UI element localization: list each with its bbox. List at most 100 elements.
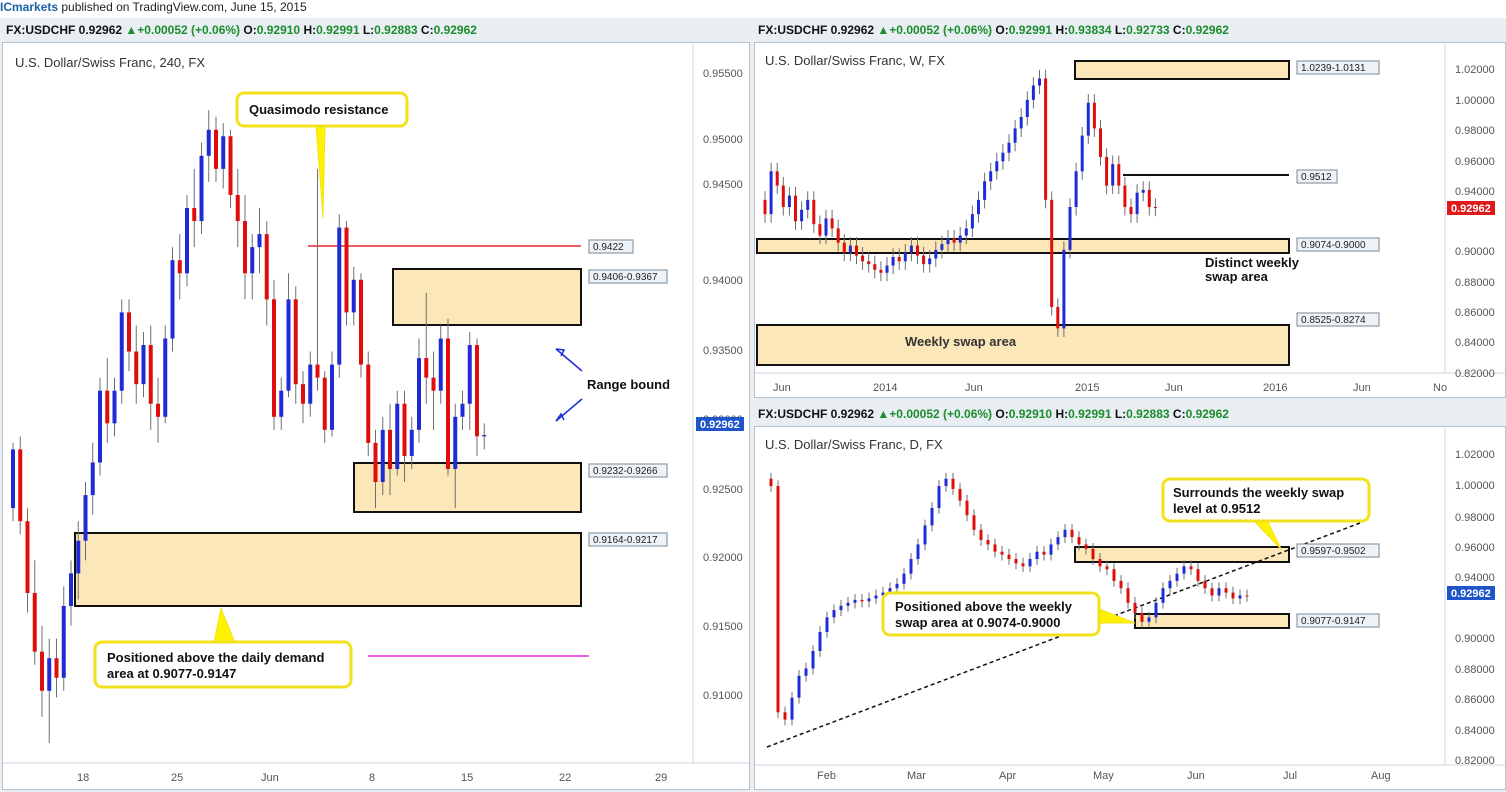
range-bound-text: Range bound — [587, 377, 670, 392]
y-tick-label: 0.92000 — [703, 552, 743, 564]
weekly-swap-area-label: Weekly swap area — [905, 334, 1017, 349]
x-tick-label: 8 — [369, 772, 375, 784]
daily-chart-panel[interactable]: U.S. Dollar/Swiss Franc, D, FX 1.02000 1… — [754, 426, 1506, 790]
candle-body — [395, 403, 400, 469]
candle-body — [916, 245, 919, 256]
candle-body — [322, 377, 327, 430]
candle-body — [989, 171, 993, 182]
candle-body — [1050, 199, 1054, 307]
callout-quasimodo[interactable]: Quasimodo resistance — [235, 91, 409, 219]
candle-body — [993, 544, 997, 552]
candle-body — [453, 416, 458, 469]
weekly-annotation-line: Distinct weekly — [1205, 255, 1300, 270]
daily-header: FX:USDCHF 0.92962 ▲+0.00052 (+0.06%) O:0… — [758, 407, 1229, 421]
candle-body — [983, 181, 987, 200]
candle-body — [909, 559, 913, 574]
candle-body — [1117, 164, 1121, 186]
h4-zone-label: 0.9164-0.9217 — [593, 535, 658, 546]
candle-body — [1231, 592, 1235, 599]
candle-body — [1077, 537, 1081, 545]
candle-body — [380, 429, 385, 483]
candle-body — [308, 364, 313, 404]
candle-body — [842, 242, 846, 253]
candle-body — [1035, 551, 1039, 560]
candle-body — [783, 712, 787, 720]
weekly-swap-zone-lower[interactable] — [756, 324, 1290, 366]
x-tick-label: Jun — [1353, 382, 1371, 394]
candle-body — [264, 234, 269, 300]
candle-body — [811, 650, 815, 669]
weekly-label-box — [1296, 312, 1380, 327]
candle-body — [769, 478, 773, 487]
candle-body — [902, 573, 906, 584]
weekly-level-label: 0.9512 — [1301, 172, 1332, 183]
candle-body — [979, 529, 983, 541]
candle-body — [1001, 152, 1005, 162]
h4-zone-label: 0.9406-0.9367 — [593, 272, 658, 283]
candle-body — [1000, 551, 1004, 555]
callout-weekly-swap-level[interactable]: Surrounds the weekly swap level at 0.951… — [1161, 477, 1371, 550]
daily-price: 0.92962 — [830, 407, 875, 421]
weekly-chart-svg[interactable]: U.S. Dollar/Swiss Franc, W, FX 1.02000 1… — [755, 43, 1506, 398]
candle-body — [105, 390, 110, 424]
y-tick-label: 0.91500 — [703, 621, 743, 633]
callout-weekly-swap-area[interactable]: Positioned above the weekly swap area at… — [881, 591, 1136, 637]
daily-open: 0.92910 — [1008, 407, 1053, 421]
candle-body — [916, 544, 920, 560]
candle-body — [879, 269, 883, 273]
candle-body — [54, 658, 59, 678]
candle-body — [860, 599, 864, 602]
candle-body — [940, 244, 944, 250]
y-tick-label: 0.92500 — [703, 484, 743, 496]
daily-demand-zone[interactable] — [1134, 613, 1290, 629]
candle-body — [337, 227, 342, 365]
candle-body — [1013, 128, 1017, 143]
candle-body — [787, 195, 791, 207]
h4-high: 0.92991 — [316, 23, 360, 37]
weekly-chart-panel[interactable]: U.S. Dollar/Swiss Franc, W, FX 1.02000 1… — [754, 42, 1506, 398]
weekly-swap-zone-upper[interactable] — [756, 238, 1290, 254]
h4-chart-panel[interactable]: U.S. Dollar/Swiss Franc, 240, FX 0.95500… — [2, 42, 750, 790]
candle-body — [1007, 554, 1011, 560]
h4-last-price: 0.92962 — [700, 419, 740, 431]
candle-body — [1091, 548, 1095, 560]
h4-demand-area[interactable] — [74, 532, 582, 607]
candle-body — [897, 257, 901, 262]
publisher-brand[interactable]: ICmarkets — [0, 0, 59, 14]
candle-body — [1168, 580, 1172, 589]
candle-body — [402, 403, 407, 456]
weekly-label-box — [1296, 169, 1338, 184]
candle-body — [214, 129, 218, 169]
candle-body — [769, 171, 773, 215]
candle-body — [199, 155, 204, 222]
y-tick-label: 1.00000 — [1455, 95, 1495, 107]
h4-demand-zone[interactable] — [353, 462, 582, 513]
x-tick-label: Apr — [999, 770, 1016, 782]
weekly-supply-zone[interactable] — [1074, 60, 1290, 80]
daily-chart-svg[interactable]: U.S. Dollar/Swiss Franc, D, FX 1.02000 1… — [755, 427, 1506, 790]
callout-daily-demand[interactable]: Positioned above the daily demand area a… — [93, 606, 353, 689]
h4-chart-svg[interactable]: U.S. Dollar/Swiss Franc, 240, FX 0.95500… — [3, 43, 750, 790]
candle-body — [1056, 537, 1060, 545]
x-tick-label: 25 — [171, 772, 183, 784]
daily-low: 0.92883 — [1126, 407, 1170, 421]
candle-body — [1196, 569, 1200, 581]
daily-zone-label: 0.9597-0.9502 — [1301, 546, 1366, 557]
candle-body — [1133, 602, 1137, 614]
candle-body — [18, 449, 23, 522]
daily-change: +0.00052 (+0.06%) — [889, 407, 993, 421]
weekly-header: FX:USDCHF 0.92962 ▲+0.00052 (+0.06%) O:0… — [758, 23, 1229, 37]
daily-candles — [769, 472, 1249, 726]
weekly-change: +0.00052 (+0.06%) — [889, 23, 993, 37]
callout-box — [881, 591, 1101, 637]
h4-last-price-tag — [696, 417, 744, 431]
candle-body — [951, 478, 955, 489]
h4-low: 0.92883 — [374, 23, 418, 37]
x-tick-label: 2016 — [1263, 382, 1287, 394]
candle-body — [424, 358, 429, 378]
daily-supply-zone[interactable] — [1074, 546, 1290, 563]
y-tick-label: 0.88000 — [1455, 664, 1495, 676]
candle-body — [853, 599, 857, 603]
h4-supply-zone[interactable] — [392, 268, 582, 326]
candle-body — [47, 658, 52, 691]
